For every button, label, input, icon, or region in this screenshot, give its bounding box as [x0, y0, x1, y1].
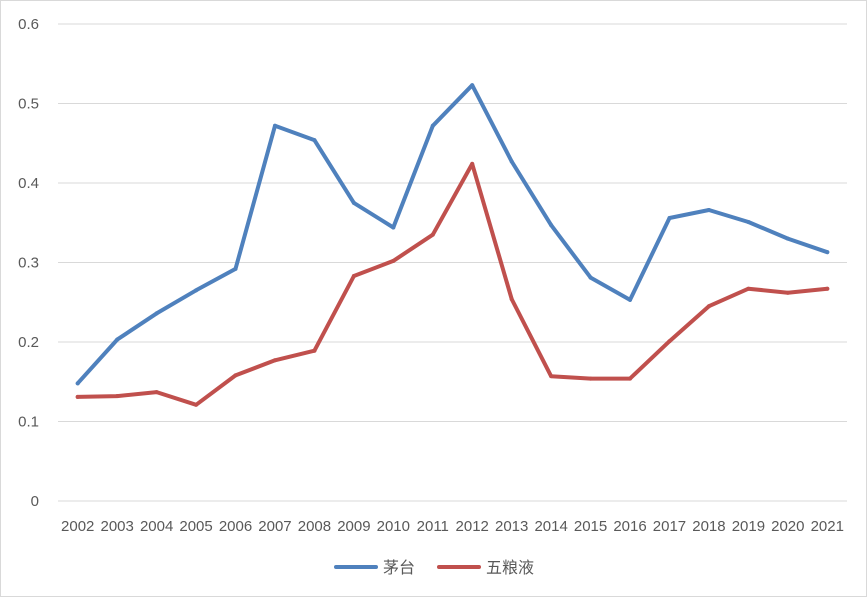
legend-label-1: 五粮液 — [486, 558, 534, 577]
x-tick-label: 2011 — [417, 518, 449, 535]
series-line-0 — [75, 83, 830, 386]
x-tick-label: 2005 — [179, 518, 212, 535]
data-point — [115, 337, 120, 342]
data-point — [588, 376, 593, 381]
x-tick-label: 2003 — [100, 518, 133, 535]
data-point — [430, 232, 435, 237]
data-point — [391, 258, 396, 263]
data-point — [75, 394, 80, 399]
x-tick-label: 2002 — [61, 518, 94, 535]
data-point — [312, 138, 317, 143]
data-point — [391, 225, 396, 230]
data-point — [233, 266, 238, 271]
series-line-1 — [75, 161, 830, 407]
data-point — [785, 236, 790, 241]
data-point — [746, 286, 751, 291]
x-tick-label: 2007 — [258, 518, 291, 535]
x-tick-label: 2019 — [732, 518, 765, 535]
data-point — [706, 304, 711, 309]
data-point — [75, 381, 80, 386]
x-tick-label: 2012 — [456, 518, 489, 535]
x-tick-label: 2009 — [337, 518, 370, 535]
data-point — [588, 275, 593, 280]
series-lines — [75, 83, 830, 407]
x-tick-label: 2017 — [653, 518, 686, 535]
data-point — [233, 373, 238, 378]
x-tick-label: 2004 — [140, 518, 173, 535]
data-point — [272, 358, 277, 363]
y-tick-label: 0.6 — [18, 16, 39, 33]
y-tick-label: 0.5 — [18, 96, 39, 113]
data-point — [351, 200, 356, 205]
data-point — [549, 374, 554, 379]
data-point — [115, 394, 120, 399]
data-point — [667, 215, 672, 220]
legend: 茅台 五粮液 — [334, 558, 534, 577]
x-tick-label: 2018 — [692, 518, 725, 535]
x-tick-label: 2021 — [811, 518, 844, 535]
data-point — [194, 402, 199, 407]
data-point — [509, 159, 514, 164]
y-tick-label: 0.4 — [18, 175, 39, 192]
data-point — [549, 223, 554, 228]
data-point — [312, 348, 317, 353]
data-point — [667, 339, 672, 344]
gridlines — [58, 23, 847, 502]
data-point — [706, 208, 711, 213]
x-tick-label: 2013 — [495, 518, 528, 535]
y-tick-label: 0 — [31, 493, 39, 510]
x-tick-label: 2006 — [219, 518, 252, 535]
data-point — [628, 376, 633, 381]
x-tick-label: 2014 — [534, 518, 567, 535]
data-point — [351, 274, 356, 279]
x-tick-label: 2020 — [771, 518, 804, 535]
data-point — [628, 297, 633, 302]
y-tick-label: 0.1 — [18, 414, 39, 431]
y-axis-tick-labels: 0 0.1 0.2 0.3 0.4 0.5 0.6 — [18, 16, 39, 510]
data-point — [825, 286, 830, 291]
data-point — [509, 297, 514, 302]
x-axis-tick-labels: 2002 2003 2004 2005 2006 2007 2008 2009 2010 2011… — [61, 518, 844, 535]
y-tick-label: 0.3 — [18, 255, 39, 272]
x-tick-label: 2016 — [613, 518, 646, 535]
data-point — [825, 250, 830, 255]
data-point — [470, 83, 475, 88]
data-point — [746, 219, 751, 224]
data-point — [430, 123, 435, 128]
data-point — [194, 288, 199, 293]
x-tick-label: 2008 — [298, 518, 331, 535]
data-point — [272, 123, 277, 128]
x-tick-label: 2015 — [574, 518, 607, 535]
x-tick-label: 2010 — [377, 518, 410, 535]
data-point — [154, 390, 159, 395]
data-point — [154, 311, 159, 316]
y-tick-label: 0.2 — [18, 334, 39, 351]
data-point — [470, 161, 475, 166]
legend-label-0: 茅台 — [383, 558, 415, 577]
data-point — [785, 290, 790, 295]
